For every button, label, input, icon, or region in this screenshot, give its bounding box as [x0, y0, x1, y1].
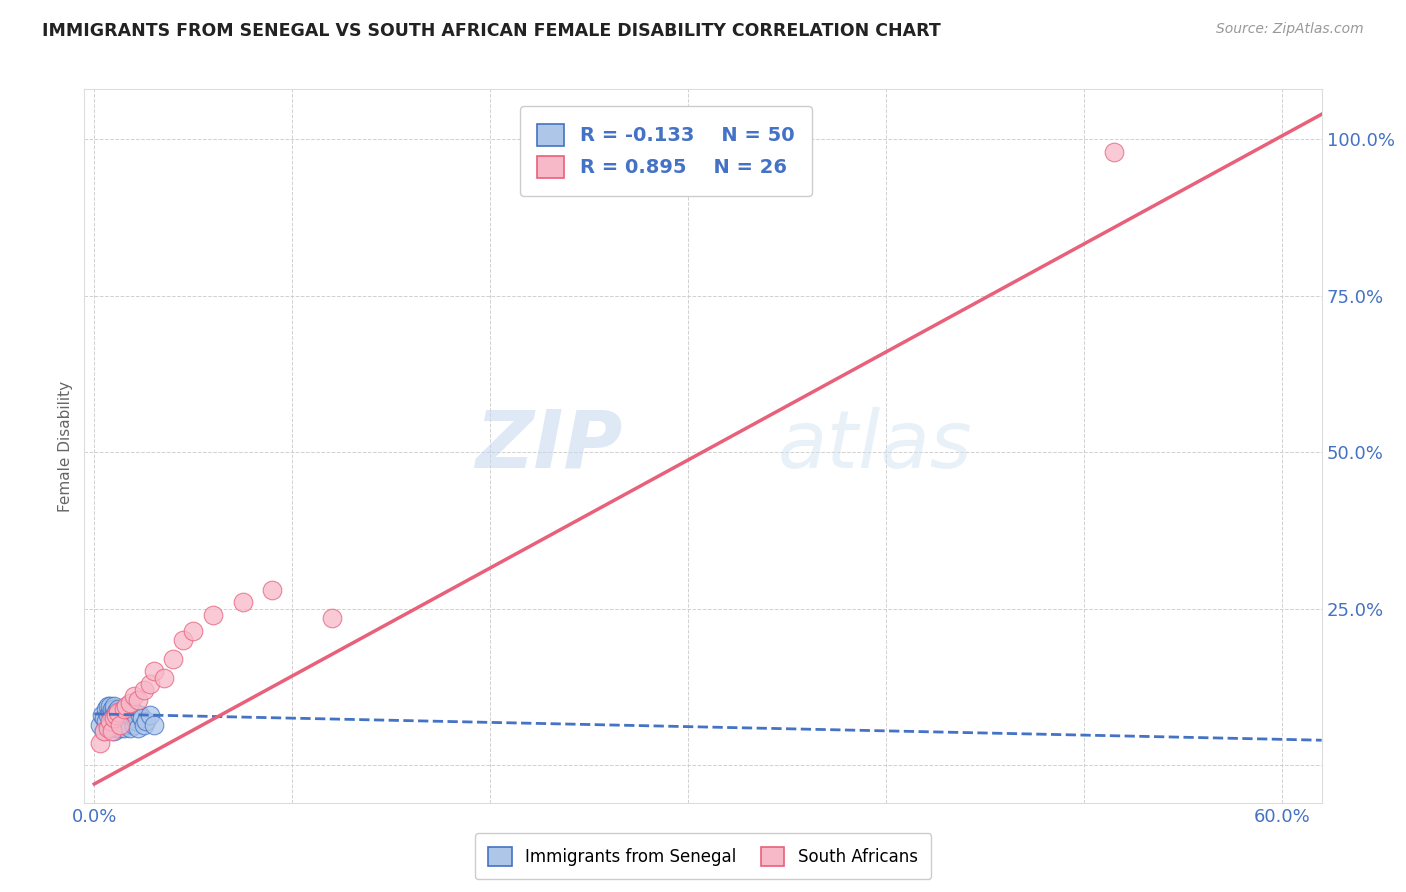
Point — [138, 708, 160, 723]
Point — [107, 702, 129, 716]
Point — [103, 705, 125, 719]
Point — [112, 702, 135, 716]
Point — [132, 717, 155, 731]
Point — [115, 717, 138, 731]
Text: ZIP: ZIP — [475, 407, 623, 485]
Point — [117, 714, 139, 729]
Point — [103, 702, 125, 716]
Point — [172, 633, 194, 648]
Point — [107, 717, 129, 731]
Point — [142, 717, 165, 731]
Point — [103, 723, 125, 738]
Point — [138, 677, 160, 691]
Point — [142, 665, 165, 679]
Point — [97, 708, 120, 723]
Point — [122, 690, 145, 704]
Point — [93, 711, 115, 725]
Point — [122, 717, 145, 731]
Point — [89, 717, 111, 731]
Point — [103, 711, 125, 725]
Point — [202, 607, 225, 622]
Point — [93, 723, 115, 738]
Point — [127, 692, 149, 706]
Point — [101, 702, 124, 716]
Point — [107, 711, 129, 725]
Point — [125, 714, 148, 729]
Point — [1102, 145, 1125, 159]
Point — [91, 708, 114, 723]
Point — [101, 723, 124, 738]
Point — [98, 705, 121, 719]
Point — [135, 714, 157, 729]
Point — [101, 711, 124, 725]
Point — [118, 696, 141, 710]
Text: Source: ZipAtlas.com: Source: ZipAtlas.com — [1216, 22, 1364, 37]
Point — [121, 711, 143, 725]
Point — [115, 705, 138, 719]
Point — [94, 702, 117, 716]
Point — [128, 708, 150, 723]
Point — [152, 671, 174, 685]
Point — [101, 721, 124, 735]
Point — [122, 705, 145, 719]
Point — [111, 714, 134, 729]
Point — [103, 698, 125, 713]
Point — [97, 698, 120, 713]
Text: IMMIGRANTS FROM SENEGAL VS SOUTH AFRICAN FEMALE DISABILITY CORRELATION CHART: IMMIGRANTS FROM SENEGAL VS SOUTH AFRICAN… — [42, 22, 941, 40]
Point — [105, 705, 128, 719]
Point — [105, 708, 128, 723]
Point — [181, 624, 204, 638]
Point — [105, 714, 128, 729]
Point — [93, 723, 115, 738]
Point — [131, 711, 153, 725]
Point — [112, 711, 135, 725]
Point — [98, 698, 121, 713]
Point — [103, 711, 125, 725]
Point — [108, 717, 131, 731]
Point — [112, 721, 135, 735]
Legend: Immigrants from Senegal, South Africans: Immigrants from Senegal, South Africans — [475, 833, 931, 880]
Point — [162, 652, 184, 666]
Y-axis label: Female Disability: Female Disability — [58, 380, 73, 512]
Text: atlas: atlas — [778, 407, 972, 485]
Point — [89, 736, 111, 750]
Point — [105, 721, 128, 735]
Point — [111, 708, 134, 723]
Point — [108, 721, 131, 735]
Point — [132, 683, 155, 698]
Point — [103, 717, 125, 731]
Point — [262, 582, 284, 597]
Point — [94, 714, 117, 729]
Point — [112, 702, 135, 716]
Point — [115, 698, 138, 713]
Point — [97, 721, 120, 735]
Point — [98, 717, 121, 731]
Point — [118, 708, 141, 723]
Legend: R = -0.133    N = 50, R = 0.895    N = 26: R = -0.133 N = 50, R = 0.895 N = 26 — [520, 106, 813, 195]
Point — [127, 721, 149, 735]
Point — [118, 721, 141, 735]
Point — [108, 705, 131, 719]
Point — [107, 705, 129, 719]
Point — [97, 721, 120, 735]
Point — [232, 595, 254, 609]
Point — [321, 611, 343, 625]
Point — [98, 714, 121, 729]
